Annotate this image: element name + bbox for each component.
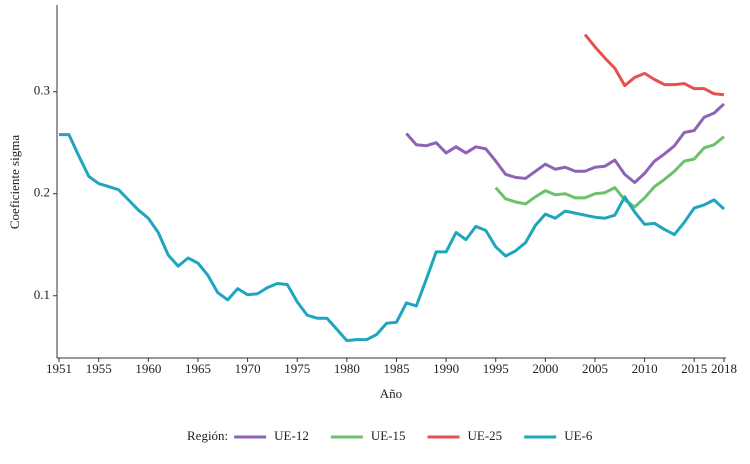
x-tick-label: 2015 bbox=[681, 361, 707, 376]
legend-label: UE-6 bbox=[564, 428, 593, 443]
x-tick-label: 1995 bbox=[483, 361, 509, 376]
y-tick-label: 0.2 bbox=[34, 185, 50, 200]
x-tick-label: 2000 bbox=[532, 361, 558, 376]
series-line bbox=[494, 135, 725, 209]
x-tick-label: 2005 bbox=[582, 361, 608, 376]
legend-label: UE-25 bbox=[468, 428, 503, 443]
x-tick-label: 1965 bbox=[185, 361, 211, 376]
x-tick-label: 1985 bbox=[383, 361, 409, 376]
x-tick-label: 1960 bbox=[135, 361, 161, 376]
legend-label: UE-15 bbox=[371, 428, 406, 443]
x-tick-label: 1975 bbox=[284, 361, 310, 376]
x-axis-label: Año bbox=[380, 386, 402, 401]
y-tick-label: 0.3 bbox=[34, 83, 50, 98]
x-tick-label: 1955 bbox=[86, 361, 112, 376]
legend-label: UE-12 bbox=[274, 428, 309, 443]
legend-title: Región: bbox=[187, 428, 228, 443]
x-tick-label: 1951 bbox=[46, 361, 72, 376]
y-axis-label: Coeficiente sigma bbox=[7, 135, 22, 229]
y-tick-label: 0.1 bbox=[34, 287, 50, 302]
x-tick-label: 2018 bbox=[711, 361, 737, 376]
x-tick-label: 1990 bbox=[433, 361, 459, 376]
x-tick-label: 2010 bbox=[632, 361, 658, 376]
x-tick-label: 1980 bbox=[334, 361, 360, 376]
series-line bbox=[583, 33, 725, 97]
series-line bbox=[59, 133, 726, 343]
x-tick-label: 1970 bbox=[235, 361, 261, 376]
series-line bbox=[405, 102, 726, 185]
